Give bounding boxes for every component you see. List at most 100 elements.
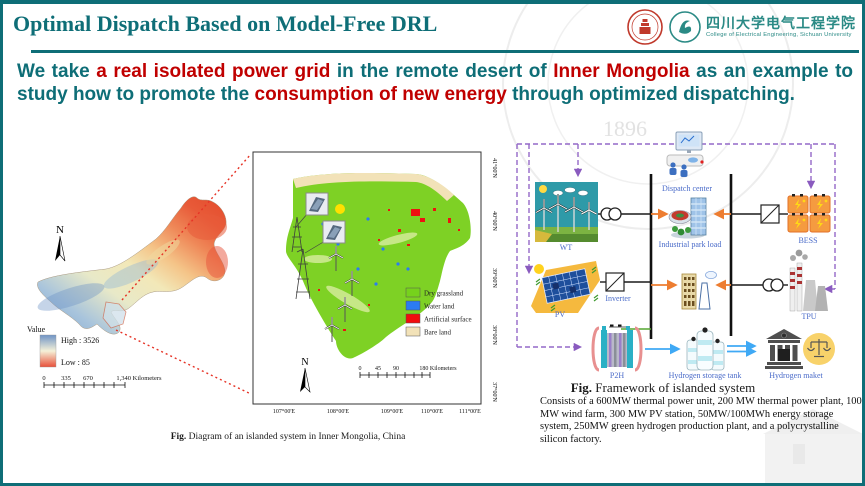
bess-icon — [787, 194, 831, 233]
svg-text:0: 0 — [42, 375, 45, 382]
transformer-tpu-icon — [762, 278, 784, 292]
landuse-map: Dry grassland Water land Artificial surf… — [252, 151, 498, 415]
sichuan-university-seal-icon — [627, 9, 663, 45]
svg-text:Bare land: Bare land — [424, 329, 452, 337]
svg-text:180 Kilometers: 180 Kilometers — [419, 366, 457, 372]
svg-text:Dry grassland: Dry grassland — [424, 290, 464, 298]
building-silhouette-decor — [763, 409, 862, 483]
transmission-towers — [291, 216, 311, 300]
legend-swatch — [405, 326, 421, 337]
svg-text:90: 90 — [393, 366, 399, 372]
svg-text:45: 45 — [375, 366, 381, 372]
watermark: 1896 — [502, 4, 862, 483]
legend-swatch — [405, 287, 421, 298]
inverter-icon — [605, 272, 625, 292]
landuse-region — [286, 173, 471, 359]
inset-photos — [295, 192, 346, 254]
svg-text:335: 335 — [61, 375, 71, 382]
dispatch-center-icon — [666, 131, 704, 177]
intro-seg-em: a real isolated power grid — [96, 61, 331, 82]
svg-text:1,340 Kilometers: 1,340 Kilometers — [116, 375, 162, 382]
p2h-label: P2H — [610, 371, 624, 380]
bess-label: BESS — [798, 236, 817, 245]
watermark-year: 1896 — [603, 116, 647, 141]
converter-icon — [760, 204, 780, 224]
industrial-park-load-icon — [668, 197, 707, 239]
page-title: Optimal Dispatch Based on Model-Free DRL — [13, 11, 438, 36]
factory-icon — [681, 270, 717, 310]
svg-text:38°00'N: 38°00'N — [491, 325, 498, 345]
intro-seg: as an example to study how to promote th… — [17, 61, 854, 106]
legend-swatch — [405, 313, 421, 324]
svg-text:Value: Value — [27, 325, 46, 334]
college-emblem-icon — [669, 11, 701, 43]
svg-text:41°00'N: 41°00'N — [491, 158, 498, 178]
artificial-surface-patches — [318, 208, 460, 331]
power-connections — [598, 213, 788, 286]
framework-diagram: Dispatch center WT — [516, 131, 836, 380]
bank-icon — [765, 329, 803, 369]
svg-text:Water land: Water land — [424, 303, 455, 311]
transformer-wt-icon — [600, 207, 622, 221]
h2-tank-label: Hydrogen storage tank — [669, 371, 742, 380]
caption-fig-label: Fig. — [570, 380, 593, 395]
wind-turbines-icon — [535, 182, 598, 242]
legend-swatch — [405, 300, 421, 311]
elevation-legend: Value High : 3526 Low : 85 — [27, 325, 99, 368]
svg-text:107°00'E: 107°00'E — [273, 408, 295, 415]
svg-text:110°00'E: 110°00'E — [421, 408, 443, 415]
svg-text:111°00'E: 111°00'E — [459, 408, 481, 415]
north-arrow: N — [55, 224, 66, 262]
caption-text: Diagram of an islanded system in Inner M… — [186, 432, 406, 442]
svg-text:109°00'E: 109°00'E — [381, 408, 403, 415]
map-caption: Fig. Diagram of an islanded system in In… — [133, 432, 443, 442]
pv-array-icon — [531, 261, 600, 313]
sun-marker — [335, 204, 345, 214]
svg-text:Artificial surface: Artificial surface — [424, 316, 472, 324]
system-description: Consists of a 600MW thermal power unit, … — [540, 396, 862, 446]
elevation-map: N Value High : 3526 Low : 85 0 335 670 1… — [27, 196, 228, 388]
scales-icon — [807, 339, 831, 358]
inverter-label: Inverter — [605, 294, 631, 303]
svg-text:37°00'N: 37°00'N — [491, 382, 498, 402]
north-arrow: N — [300, 357, 311, 393]
scale-bar: 0 45 90 180 Kilometers — [359, 366, 457, 378]
logo-group: 四川大学电气工程学院 College of Electrical Enginee… — [626, 8, 856, 46]
wt-label: WT — [560, 243, 573, 252]
scale-bar: 0 335 670 1,340 Kilometers — [42, 375, 162, 388]
intro-paragraph: We take a real isolated power grid in th… — [17, 60, 853, 106]
svg-text:670: 670 — [83, 375, 93, 382]
latitude-labels: 41°00'N 40°00'N 39°00'N 38°00'N 37°00'N — [491, 158, 498, 402]
svg-text:N: N — [301, 357, 308, 368]
pv-label: PV — [555, 310, 565, 319]
intro-seg: through optimized dispatching. — [506, 84, 795, 106]
intro-seg-em: Inner Mongolia — [553, 61, 690, 82]
intro-seg-em: consumption of new energy — [254, 84, 507, 106]
svg-text:0: 0 — [359, 366, 362, 372]
longitude-labels: 107°00'E 108°00'E 109°00'E 110°00'E 111°… — [273, 408, 481, 415]
svg-text:39°00'N: 39°00'N — [491, 268, 498, 288]
inner-mongolia-shape — [37, 196, 228, 335]
svg-text:N: N — [56, 224, 64, 236]
dispatch-comm-lines — [516, 143, 836, 352]
hydrogen-market-icon — [765, 329, 835, 369]
caption-fig-label: Fig. — [170, 432, 187, 442]
landuse-legend: Dry grassland Water land Artificial surf… — [405, 287, 472, 337]
college-name-cn: 四川大学电气工程学院 — [706, 14, 856, 31]
hydrogen-flow-arrows — [645, 340, 757, 357]
tpu-icon — [789, 249, 828, 312]
intro-seg: in the remote desert of — [330, 61, 554, 82]
framework-caption: Fig. Framework of islanded system — [508, 380, 818, 396]
svg-text:108°00'E: 108°00'E — [327, 408, 349, 415]
dispatch-label: Dispatch center — [662, 184, 712, 193]
bus-bars — [649, 174, 733, 339]
header-divider — [31, 50, 859, 53]
wind-turbine-markers — [324, 246, 360, 342]
tpu-label: TPU — [801, 312, 816, 321]
load-flow-arrows — [651, 208, 731, 291]
h2-market-label: Hydrogen maket — [769, 371, 823, 380]
svg-text:Low : 85: Low : 85 — [61, 358, 90, 367]
intro-seg: We take — [17, 61, 97, 82]
svg-text:40°00'N: 40°00'N — [491, 211, 498, 231]
